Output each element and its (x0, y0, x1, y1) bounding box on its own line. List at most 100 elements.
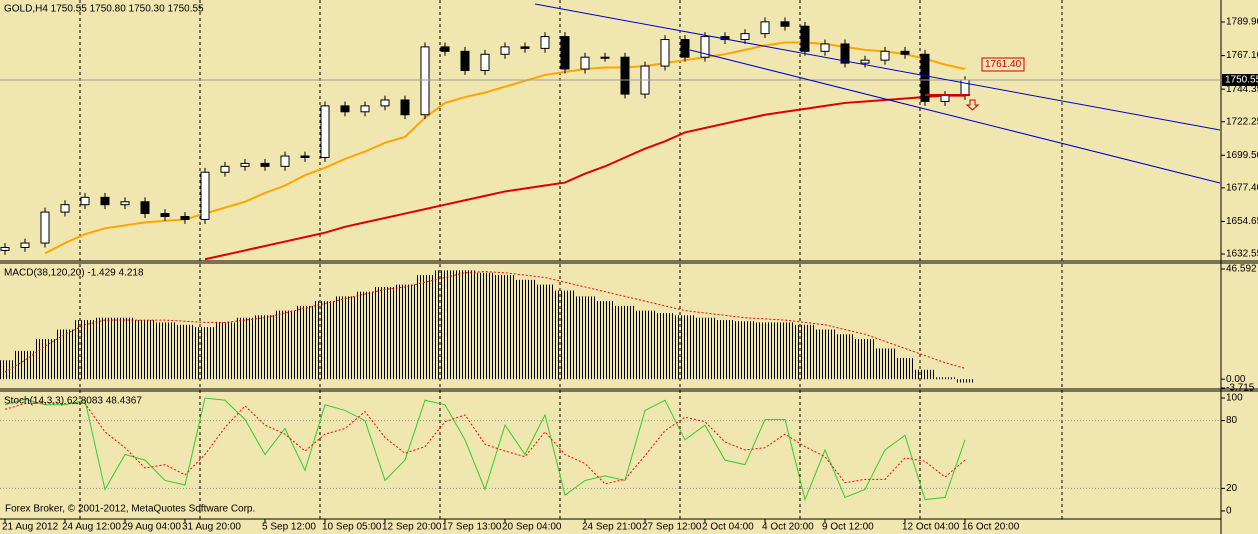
x-tick-label: 2 Oct 04:00 (702, 522, 754, 533)
y-tick-label: 1789.90 (1226, 17, 1258, 28)
candle-body (80, 196, 90, 206)
panel-title: MACD(38,120,20) -1.429 4.218 (4, 268, 144, 279)
x-tick-label: 24 Sep 21:00 (582, 522, 642, 533)
candle-body (420, 46, 430, 116)
histogram-bar (575, 296, 595, 380)
channel-line (689, 49, 1221, 184)
histogram-bar (675, 315, 695, 380)
y-tick-label: 1677.40 (1226, 183, 1258, 194)
histogram-bar (275, 310, 295, 380)
histogram-bar (775, 322, 795, 380)
histogram-bar (555, 290, 575, 380)
histogram-bar (235, 317, 255, 380)
x-tick-label: 27 Sep 12:00 (642, 522, 702, 533)
moving-average (204, 94, 965, 261)
histogram-bar (735, 321, 755, 380)
histogram-bar (835, 334, 855, 380)
histogram-bar (435, 270, 455, 380)
histogram-bar (175, 324, 195, 380)
stoch-main (4, 397, 966, 502)
y-tick-label: 100 (1226, 393, 1243, 404)
candle-body (460, 50, 470, 71)
x-tick-label: 24 Aug 12:00 (62, 522, 121, 533)
candle-body (100, 196, 110, 206)
x-tick-label: 16 Oct 20:00 (962, 522, 1020, 533)
candle-body (480, 53, 490, 71)
histogram-bar (375, 286, 395, 380)
histogram-bar (335, 296, 355, 380)
histogram-bar (515, 279, 535, 380)
histogram-bar (255, 315, 275, 380)
y-tick-label: 46.592 (1226, 264, 1257, 275)
y-tick-label: 1722.25 (1226, 116, 1258, 127)
histogram-bar (55, 329, 75, 380)
footer: Forex Broker, © 2001-2012, MetaQuotes So… (5, 504, 255, 515)
histogram-bar (535, 284, 555, 380)
candle-body (40, 211, 50, 244)
histogram-bar (95, 317, 115, 380)
panel-title: GOLD,H4 1750.55 1750.80 1750.30 1750.55 (4, 4, 204, 15)
histogram-bar (935, 377, 955, 380)
histogram-bar (875, 348, 895, 380)
candle-body (620, 56, 630, 95)
histogram-bar (395, 284, 415, 380)
y-tick-label: -3.715 (1226, 383, 1255, 394)
histogram-bar (815, 329, 835, 380)
candle-body (0, 246, 10, 251)
histogram-bar (755, 322, 775, 380)
candle-body (180, 215, 190, 220)
histogram-bar (495, 275, 515, 380)
x-tick-label: 21 Aug 2012 (2, 522, 59, 533)
candle-body (360, 105, 370, 113)
channel-line (534, 3, 1221, 131)
candle-body (260, 162, 270, 167)
candle-body (860, 59, 870, 64)
y-tick-label: 0 (1226, 506, 1232, 517)
histogram-bar (75, 320, 95, 380)
candle-body (140, 201, 150, 215)
panel-title: Stoch(14,3,3) 62.8083 48.4367 (4, 396, 142, 407)
y-tick-label: 1699.50 (1226, 150, 1258, 161)
candle-body (20, 242, 30, 248)
y-tick-label: 1632.55 (1226, 249, 1258, 260)
period-separators (79, 0, 1063, 519)
histogram-bar (615, 305, 635, 380)
candle-body (580, 56, 590, 70)
histogram-bar (215, 322, 235, 380)
histogram-bar (595, 301, 615, 380)
moving-average (44, 41, 966, 255)
candle-body (500, 46, 510, 55)
y-tick-label: 1744.35 (1226, 84, 1258, 95)
y-tick-label: 0.00 (1226, 374, 1246, 385)
candle-body (340, 105, 350, 113)
candle-body (440, 46, 450, 52)
histogram-bar (635, 310, 655, 380)
histogram-bar (315, 301, 335, 380)
candle-body (220, 165, 230, 173)
sell-arrow (965, 99, 980, 111)
price-marker-label: 1761.40 (985, 59, 1022, 70)
x-tick-label: 4 Oct 20:00 (762, 522, 814, 533)
candle-body (780, 21, 790, 27)
histogram-bar (15, 350, 35, 380)
candle-body (760, 21, 770, 35)
histogram-bar (115, 317, 135, 380)
histogram-bar (955, 379, 975, 383)
candle-body (840, 43, 850, 64)
histogram-bar (295, 305, 315, 380)
histogram-bar (895, 357, 915, 380)
current-price-box (1222, 74, 1258, 87)
plot: 1750.55 1761.40 21 Aug 2012 24 Aug 12:00 29 … (0, 4, 1258, 533)
histogram-bar (415, 275, 435, 380)
y-tick-label: 1767.10 (1226, 50, 1258, 61)
candle-body (820, 43, 830, 52)
histogram-bar (35, 338, 55, 380)
current-price-label: 1750.55 (1225, 75, 1258, 86)
x-tick-label: 17 Sep 13:00 (442, 522, 502, 533)
candle-body (940, 95, 950, 102)
x-tick-label: 9 Oct 12:00 (822, 522, 874, 533)
candle-body (560, 36, 570, 70)
histogram-bar (855, 338, 875, 380)
